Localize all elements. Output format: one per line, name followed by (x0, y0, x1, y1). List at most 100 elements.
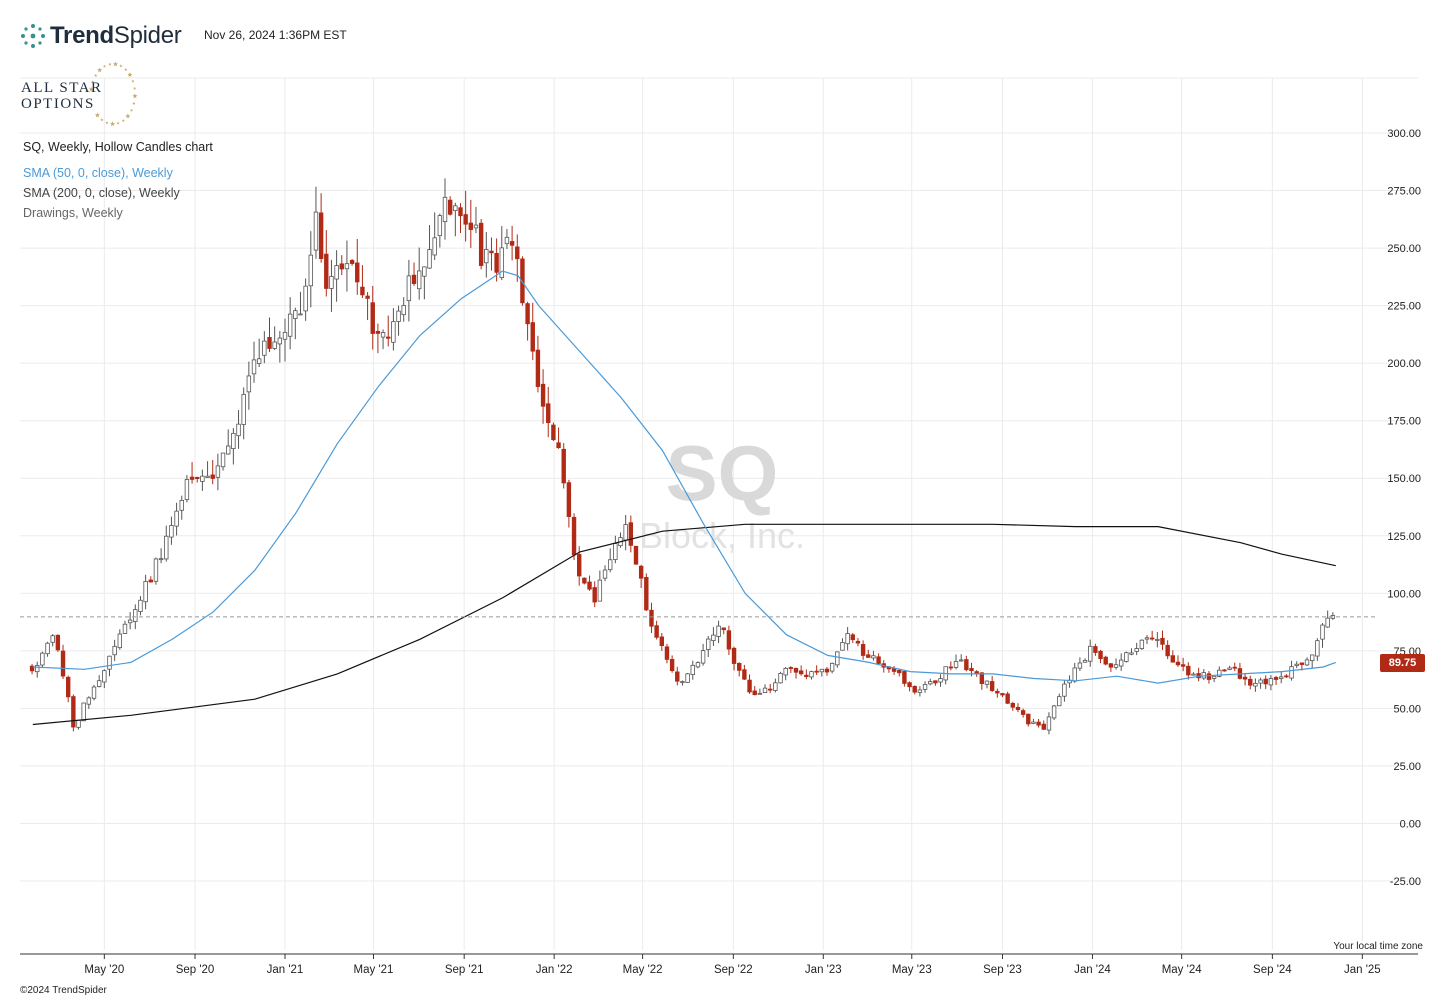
candle-up (427, 249, 432, 269)
candle-up (1057, 696, 1062, 707)
candle-up (958, 659, 964, 662)
candle-down (339, 263, 344, 270)
candle-down (478, 222, 484, 266)
candle-down (571, 516, 577, 556)
candle-up (928, 681, 933, 685)
candle-down (525, 303, 530, 325)
y-axis[interactable]: 300.00 275.00 250.00 225.00 200.00 175.00 150.… (1387, 128, 1421, 888)
candle-down (468, 222, 474, 230)
trendspider-logo-icon (21, 24, 45, 48)
candle-up (504, 236, 510, 245)
all-star-options-logo: ALL STAR OPTIONS (21, 61, 138, 127)
candle-up (437, 215, 443, 237)
wreath-star (119, 64, 123, 68)
candle-up (1227, 667, 1232, 670)
candle-up (716, 625, 721, 637)
candle-down (577, 554, 582, 577)
candle-up (1320, 624, 1325, 640)
candle-down (1263, 678, 1268, 685)
candle-up (922, 684, 928, 690)
legend-title[interactable]: SQ, Weekly, Hollow Candles chart (23, 140, 213, 154)
candle-up (1217, 669, 1222, 677)
candle-down (866, 654, 871, 658)
candle-up (1315, 640, 1320, 657)
candle-down (897, 670, 902, 674)
legend-sma200[interactable]: SMA (200, 0, close), Weekly (23, 186, 180, 200)
candle-down (1165, 644, 1170, 657)
candle-up (184, 479, 190, 500)
candle-up (40, 652, 45, 666)
candle-down (1299, 662, 1305, 665)
candle-down (969, 668, 974, 672)
candle-up (602, 569, 608, 579)
candle-up (251, 359, 257, 375)
candle-down (494, 252, 499, 273)
candle-up (835, 651, 840, 666)
candle-down (55, 634, 61, 651)
candle-up (1253, 683, 1258, 687)
candle-up (282, 331, 288, 340)
candle-up (1325, 617, 1330, 628)
wreath-star (112, 61, 118, 67)
candle-up (127, 619, 133, 624)
candle-up (406, 275, 412, 302)
candle-down (1108, 663, 1114, 668)
candle-down (195, 476, 200, 480)
candle-down (793, 667, 799, 673)
candle-up (298, 313, 303, 316)
brand-name-rest: Spider (113, 22, 182, 49)
candle-down (355, 262, 360, 283)
legend-drawings[interactable]: Drawings, Weekly (23, 206, 123, 220)
candle-down (933, 680, 938, 684)
candle-down (1186, 665, 1191, 676)
candle-down (375, 331, 381, 334)
candle-up (174, 510, 179, 527)
candle-down (860, 644, 866, 656)
wreath-star (110, 121, 115, 127)
candle-down (989, 681, 995, 691)
candle-up (1304, 659, 1310, 666)
copyright: ©2024 TrendSpider (20, 985, 107, 996)
candle-up (262, 340, 267, 356)
candle-down (1175, 661, 1181, 666)
candle-up (1082, 660, 1088, 663)
candle-down (1273, 677, 1279, 680)
candle-down (535, 349, 541, 387)
candle-down (737, 662, 742, 671)
ticker-watermark: SQ Block, Inc. (639, 429, 805, 556)
candle-up (695, 662, 701, 668)
candle-up (819, 668, 825, 673)
candle-up (401, 305, 406, 316)
candle-up (1124, 652, 1129, 662)
candle-up (236, 423, 241, 437)
wreath-star (97, 67, 103, 73)
candle-down (824, 668, 830, 673)
candle-down (1020, 710, 1026, 715)
candle-up (607, 559, 613, 571)
candle-down (902, 671, 907, 684)
candle-up (1211, 675, 1217, 679)
x-tick-label: Jan '22 (536, 964, 573, 976)
candle-down (804, 674, 809, 677)
candle-up (164, 535, 169, 560)
candle-down (520, 258, 525, 304)
y-tick-label: 100.00 (1387, 588, 1421, 600)
x-axis[interactable]: May '20 Sep '20 Jan '21 May '21 Sep '21 Jan '… (84, 954, 1381, 976)
y-tick-label: 175.00 (1387, 416, 1421, 428)
candle-up (690, 664, 695, 675)
candle-up (231, 432, 236, 450)
candle-up (287, 313, 293, 337)
legend-sma50[interactable]: SMA (50, 0, close), Weekly (23, 166, 173, 180)
candle-down (1026, 713, 1031, 725)
candle-down (1000, 693, 1005, 696)
candle-up (1072, 667, 1077, 682)
wreath-star (116, 121, 120, 125)
candle-down (948, 666, 954, 669)
candle-up (706, 638, 711, 650)
candle-down (669, 658, 675, 672)
candle-up (81, 702, 86, 722)
candle-down (210, 474, 215, 479)
candle-down (731, 647, 737, 664)
candle-up (613, 543, 618, 560)
